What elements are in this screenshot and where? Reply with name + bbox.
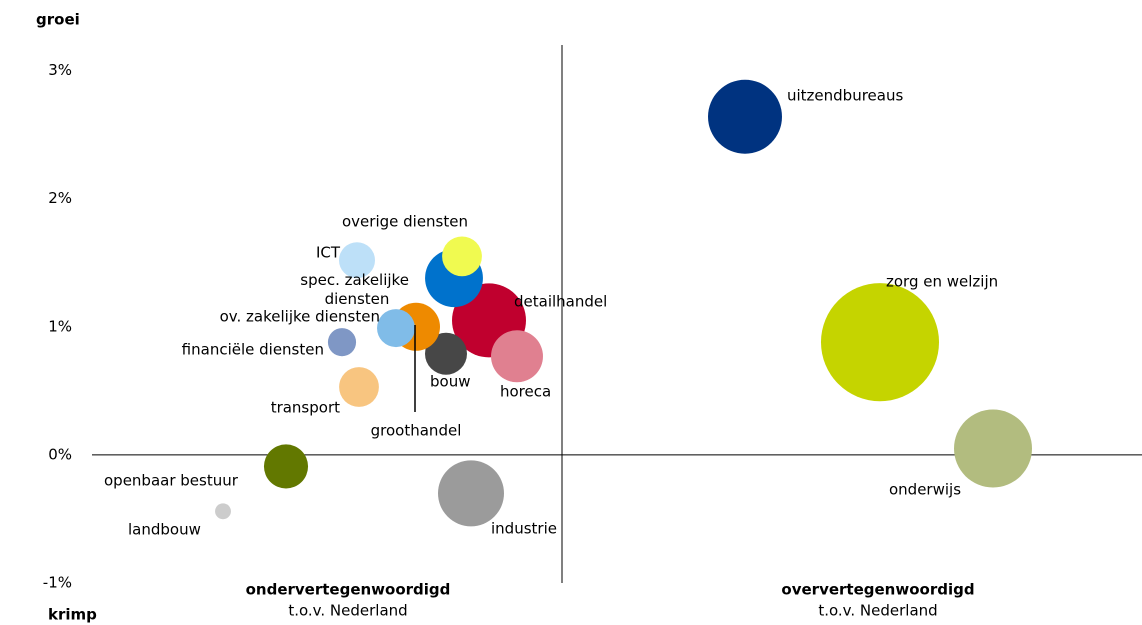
bubble [438,460,504,527]
y-top-label: groei [36,11,80,29]
bubble-label: zorg en welzijn [886,273,998,291]
bubble [442,236,482,277]
bubble [263,444,309,489]
bubble [425,332,467,375]
left-subcaption: t.o.v. Nederland [288,602,407,620]
bubble-label: uitzendbureaus [787,87,903,105]
bubble [954,409,1032,488]
bubble [339,367,379,407]
bubble-label: groothandel [371,422,462,440]
bubble-label: ov. zakelijke diensten [220,308,380,326]
y-tick-label: 0% [48,445,72,463]
bubble-label: openbaar bestuur [104,472,239,490]
bubble-label: detailhandel [514,293,607,311]
bubble-label: overige diensten [342,213,468,231]
y-tick-label: 1% [48,317,72,335]
y-tick-label: 3% [48,61,72,79]
bubble-label: transport [271,399,340,417]
y-tick-label: -1% [43,574,72,592]
bubble-label: financiële diensten [182,341,324,359]
y-tick-label: 2% [48,189,72,207]
bubble-label: industrie [491,520,557,538]
bubble-label: ICT [316,244,341,262]
bubble-label: bouw [430,373,470,391]
bubble [215,503,231,520]
y-bottom-label: krimp [48,606,97,624]
bubble [377,309,415,348]
right-caption: oververtegenwoordigd [781,581,974,599]
left-caption: ondervertegenwoordigd [246,581,451,599]
bubble-label: landbouw [128,521,201,539]
right-subcaption: t.o.v. Nederland [818,602,937,620]
bubble [491,330,543,383]
bubble [820,283,940,402]
bubble [327,328,357,357]
bubble [708,79,782,154]
bubble-label: spec. zakelijke diensten [300,271,413,308]
bubble-label: horeca [500,383,551,401]
bubble-label: onderwijs [889,481,961,499]
bubble [339,242,375,279]
